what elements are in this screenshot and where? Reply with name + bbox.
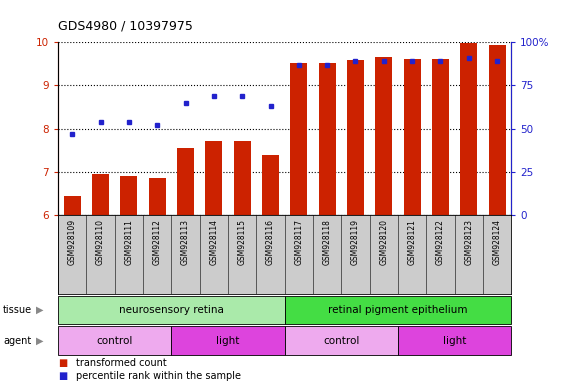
- Text: neurosensory retina: neurosensory retina: [119, 305, 224, 315]
- Text: retinal pigment epithelium: retinal pigment epithelium: [328, 305, 468, 315]
- Text: control: control: [323, 336, 360, 346]
- Bar: [177, 148, 194, 215]
- Text: control: control: [96, 336, 133, 346]
- Text: agent: agent: [3, 336, 31, 346]
- FancyBboxPatch shape: [285, 296, 511, 324]
- Text: GSM928115: GSM928115: [238, 219, 247, 265]
- Text: GSM928117: GSM928117: [295, 219, 303, 265]
- Bar: [206, 141, 223, 215]
- FancyBboxPatch shape: [58, 296, 285, 324]
- Text: GSM928112: GSM928112: [153, 219, 162, 265]
- Text: GSM928120: GSM928120: [379, 219, 388, 265]
- Text: light: light: [443, 336, 467, 346]
- Bar: [432, 59, 449, 215]
- Bar: [460, 43, 477, 215]
- Text: ■: ■: [58, 371, 67, 381]
- Bar: [489, 45, 505, 215]
- Text: GSM928111: GSM928111: [124, 219, 134, 265]
- Bar: [120, 176, 137, 215]
- Text: GSM928122: GSM928122: [436, 219, 445, 265]
- Text: GSM928116: GSM928116: [266, 219, 275, 265]
- Text: GSM928121: GSM928121: [408, 219, 417, 265]
- Text: GDS4980 / 10397975: GDS4980 / 10397975: [58, 19, 193, 32]
- FancyBboxPatch shape: [171, 326, 285, 355]
- Text: GSM928119: GSM928119: [351, 219, 360, 265]
- Text: ▶: ▶: [36, 305, 44, 315]
- FancyBboxPatch shape: [58, 326, 171, 355]
- Bar: [375, 57, 392, 215]
- Bar: [262, 156, 279, 215]
- Text: ■: ■: [58, 358, 67, 368]
- Text: GSM928124: GSM928124: [493, 219, 501, 265]
- Text: GSM928118: GSM928118: [322, 219, 332, 265]
- Bar: [234, 141, 251, 215]
- Text: GSM928110: GSM928110: [96, 219, 105, 265]
- Bar: [318, 63, 336, 215]
- Text: transformed count: transformed count: [76, 358, 166, 368]
- Text: GSM928113: GSM928113: [181, 219, 190, 265]
- Text: GSM928114: GSM928114: [209, 219, 218, 265]
- Text: light: light: [216, 336, 240, 346]
- Bar: [290, 63, 307, 215]
- Text: percentile rank within the sample: percentile rank within the sample: [76, 371, 241, 381]
- Bar: [64, 195, 81, 215]
- Text: tissue: tissue: [3, 305, 32, 315]
- Bar: [92, 174, 109, 215]
- FancyBboxPatch shape: [398, 326, 511, 355]
- Text: GSM928123: GSM928123: [464, 219, 474, 265]
- Bar: [149, 178, 166, 215]
- Text: ▶: ▶: [36, 336, 44, 346]
- Bar: [404, 59, 421, 215]
- FancyBboxPatch shape: [285, 326, 398, 355]
- Bar: [347, 60, 364, 215]
- Text: GSM928109: GSM928109: [68, 219, 77, 265]
